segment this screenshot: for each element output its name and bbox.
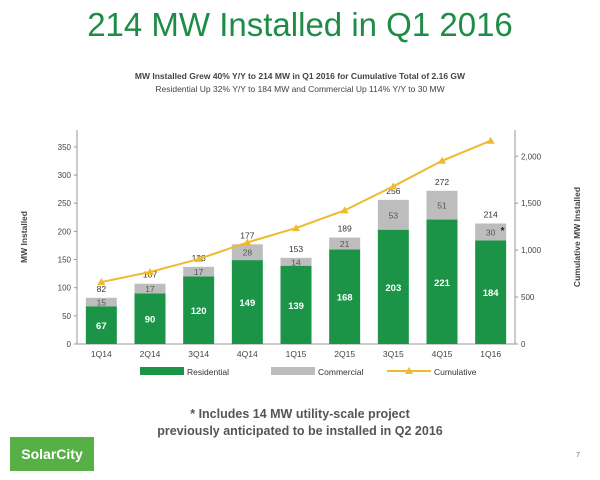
residential-bar (183, 276, 215, 344)
residential-bar (85, 306, 117, 344)
legend-label-residential: Residential (187, 367, 229, 377)
total-value-label: 177 (240, 230, 254, 240)
subtitle-line-1: MW Installed Grew 40% Y/Y to 214 MW in Q… (134, 71, 466, 81)
x-tick-label: 2Q14 (140, 349, 161, 359)
commercial-bar (183, 266, 215, 277)
commercial-value-label: 15 (97, 298, 107, 308)
commercial-value-label: 28 (243, 248, 253, 258)
total-value-label: 214 (484, 209, 498, 219)
residential-value-label: 203 (385, 283, 401, 294)
x-tick-label: 1Q16 (480, 349, 501, 359)
legend-label-commercial: Commercial (318, 367, 363, 377)
x-tick-label: 4Q15 (432, 349, 453, 359)
legend-swatch-residential (140, 367, 184, 375)
installation-chart: 0 50 100 150 200 250 300 350 0 500 1,000 1,500 2,000… (19, 130, 582, 377)
commercial-value-label: 53 (389, 210, 399, 220)
residential-bar (377, 229, 409, 344)
cumulative-point (389, 182, 398, 190)
annotation-asterisk: * (501, 226, 505, 237)
residential-value-label: 221 (434, 278, 451, 289)
residential-bar (134, 293, 166, 344)
y-tick-label: 250 (58, 199, 72, 208)
residential-value-label: 139 (288, 301, 304, 312)
solarcity-logo: SolarCity (10, 437, 94, 471)
commercial-value-label: 51 (437, 201, 447, 211)
cumulative-point (243, 238, 252, 246)
y2-tick-label: 1,500 (521, 199, 542, 208)
total-value-label: 256 (386, 186, 400, 196)
y2-tick-label: 2,000 (521, 152, 542, 161)
total-value-label: 82 (97, 284, 107, 294)
commercial-value-label: 30 (486, 227, 496, 237)
total-value-label: 272 (435, 177, 449, 187)
commercial-bar (231, 244, 263, 261)
commercial-bar (134, 283, 166, 294)
commercial-bar (475, 223, 507, 241)
cumulative-point (146, 268, 154, 276)
residential-value-label: 67 (96, 321, 107, 332)
y2-tick-label: 500 (521, 293, 535, 302)
total-value-label: 153 (289, 244, 303, 254)
cumulative-point (194, 255, 203, 263)
legend-label-cumulative: Cumulative (434, 367, 477, 377)
y-tick-label: 350 (58, 143, 72, 152)
residential-value-label: 184 (483, 288, 500, 299)
legend-swatch-commercial (271, 367, 315, 375)
x-tick-label: 4Q14 (237, 349, 258, 359)
residential-value-label: 90 (145, 315, 156, 326)
x-tick-label: 3Q15 (383, 349, 404, 359)
y-axis-label: MW Installed (19, 211, 29, 263)
y-tick-label: 300 (58, 171, 72, 180)
x-tick-label: 3Q14 (188, 349, 209, 359)
residential-bar (426, 219, 458, 344)
x-tick-label: 1Q15 (286, 349, 307, 359)
residential-bar (475, 240, 507, 344)
residential-value-label: 120 (191, 306, 207, 317)
x-tick-label: 2Q15 (334, 349, 355, 359)
legend-marker-cumulative (405, 367, 413, 374)
footnote-line-2: previously anticipated to be installed i… (157, 424, 443, 438)
cumulative-point (438, 156, 446, 164)
total-value-label: 189 (338, 224, 352, 234)
cumulative-point (340, 206, 349, 214)
cumulative-point (97, 278, 106, 286)
residential-value-label: 168 (337, 293, 353, 304)
y2-tick-label: 0 (521, 340, 526, 349)
commercial-value-label: 14 (291, 257, 301, 267)
residential-bar (231, 260, 263, 344)
commercial-bar (426, 190, 458, 220)
subtitle-line-2: Residential Up 32% Y/Y to 184 MW and Com… (155, 84, 445, 94)
y-tick-label: 150 (58, 256, 72, 265)
commercial-bar (377, 199, 409, 230)
footnote: * Includes 14 MW utility-scale project p… (0, 406, 600, 440)
y-tick-label: 200 (58, 227, 72, 236)
cumulative-point (292, 224, 300, 232)
residential-bar (280, 265, 312, 344)
y-tick-label: 50 (62, 312, 71, 321)
y-tick-label: 100 (58, 284, 72, 293)
commercial-value-label: 17 (145, 284, 155, 294)
slide-title: 214 MW Installed in Q1 2016 (87, 6, 513, 43)
x-tick-label: 1Q14 (91, 349, 112, 359)
y2-tick-label: 1,000 (521, 246, 542, 255)
commercial-bar (85, 297, 117, 307)
residential-value-label: 149 (239, 298, 255, 309)
chart-subtitle: MW Installed Grew 40% Y/Y to 214 MW in Q… (0, 70, 600, 96)
footnote-line-1: * Includes 14 MW utility-scale project (190, 407, 410, 421)
residential-bar (329, 249, 361, 344)
commercial-bar (329, 237, 361, 250)
y2-axis-label: Cumulative MW Installed (572, 187, 582, 287)
commercial-bar (280, 257, 312, 266)
cumulative-point (486, 136, 495, 144)
y-tick-label: 0 (67, 340, 72, 349)
page-number: 7 (576, 452, 580, 459)
commercial-value-label: 21 (340, 239, 350, 249)
commercial-value-label: 17 (194, 267, 204, 277)
